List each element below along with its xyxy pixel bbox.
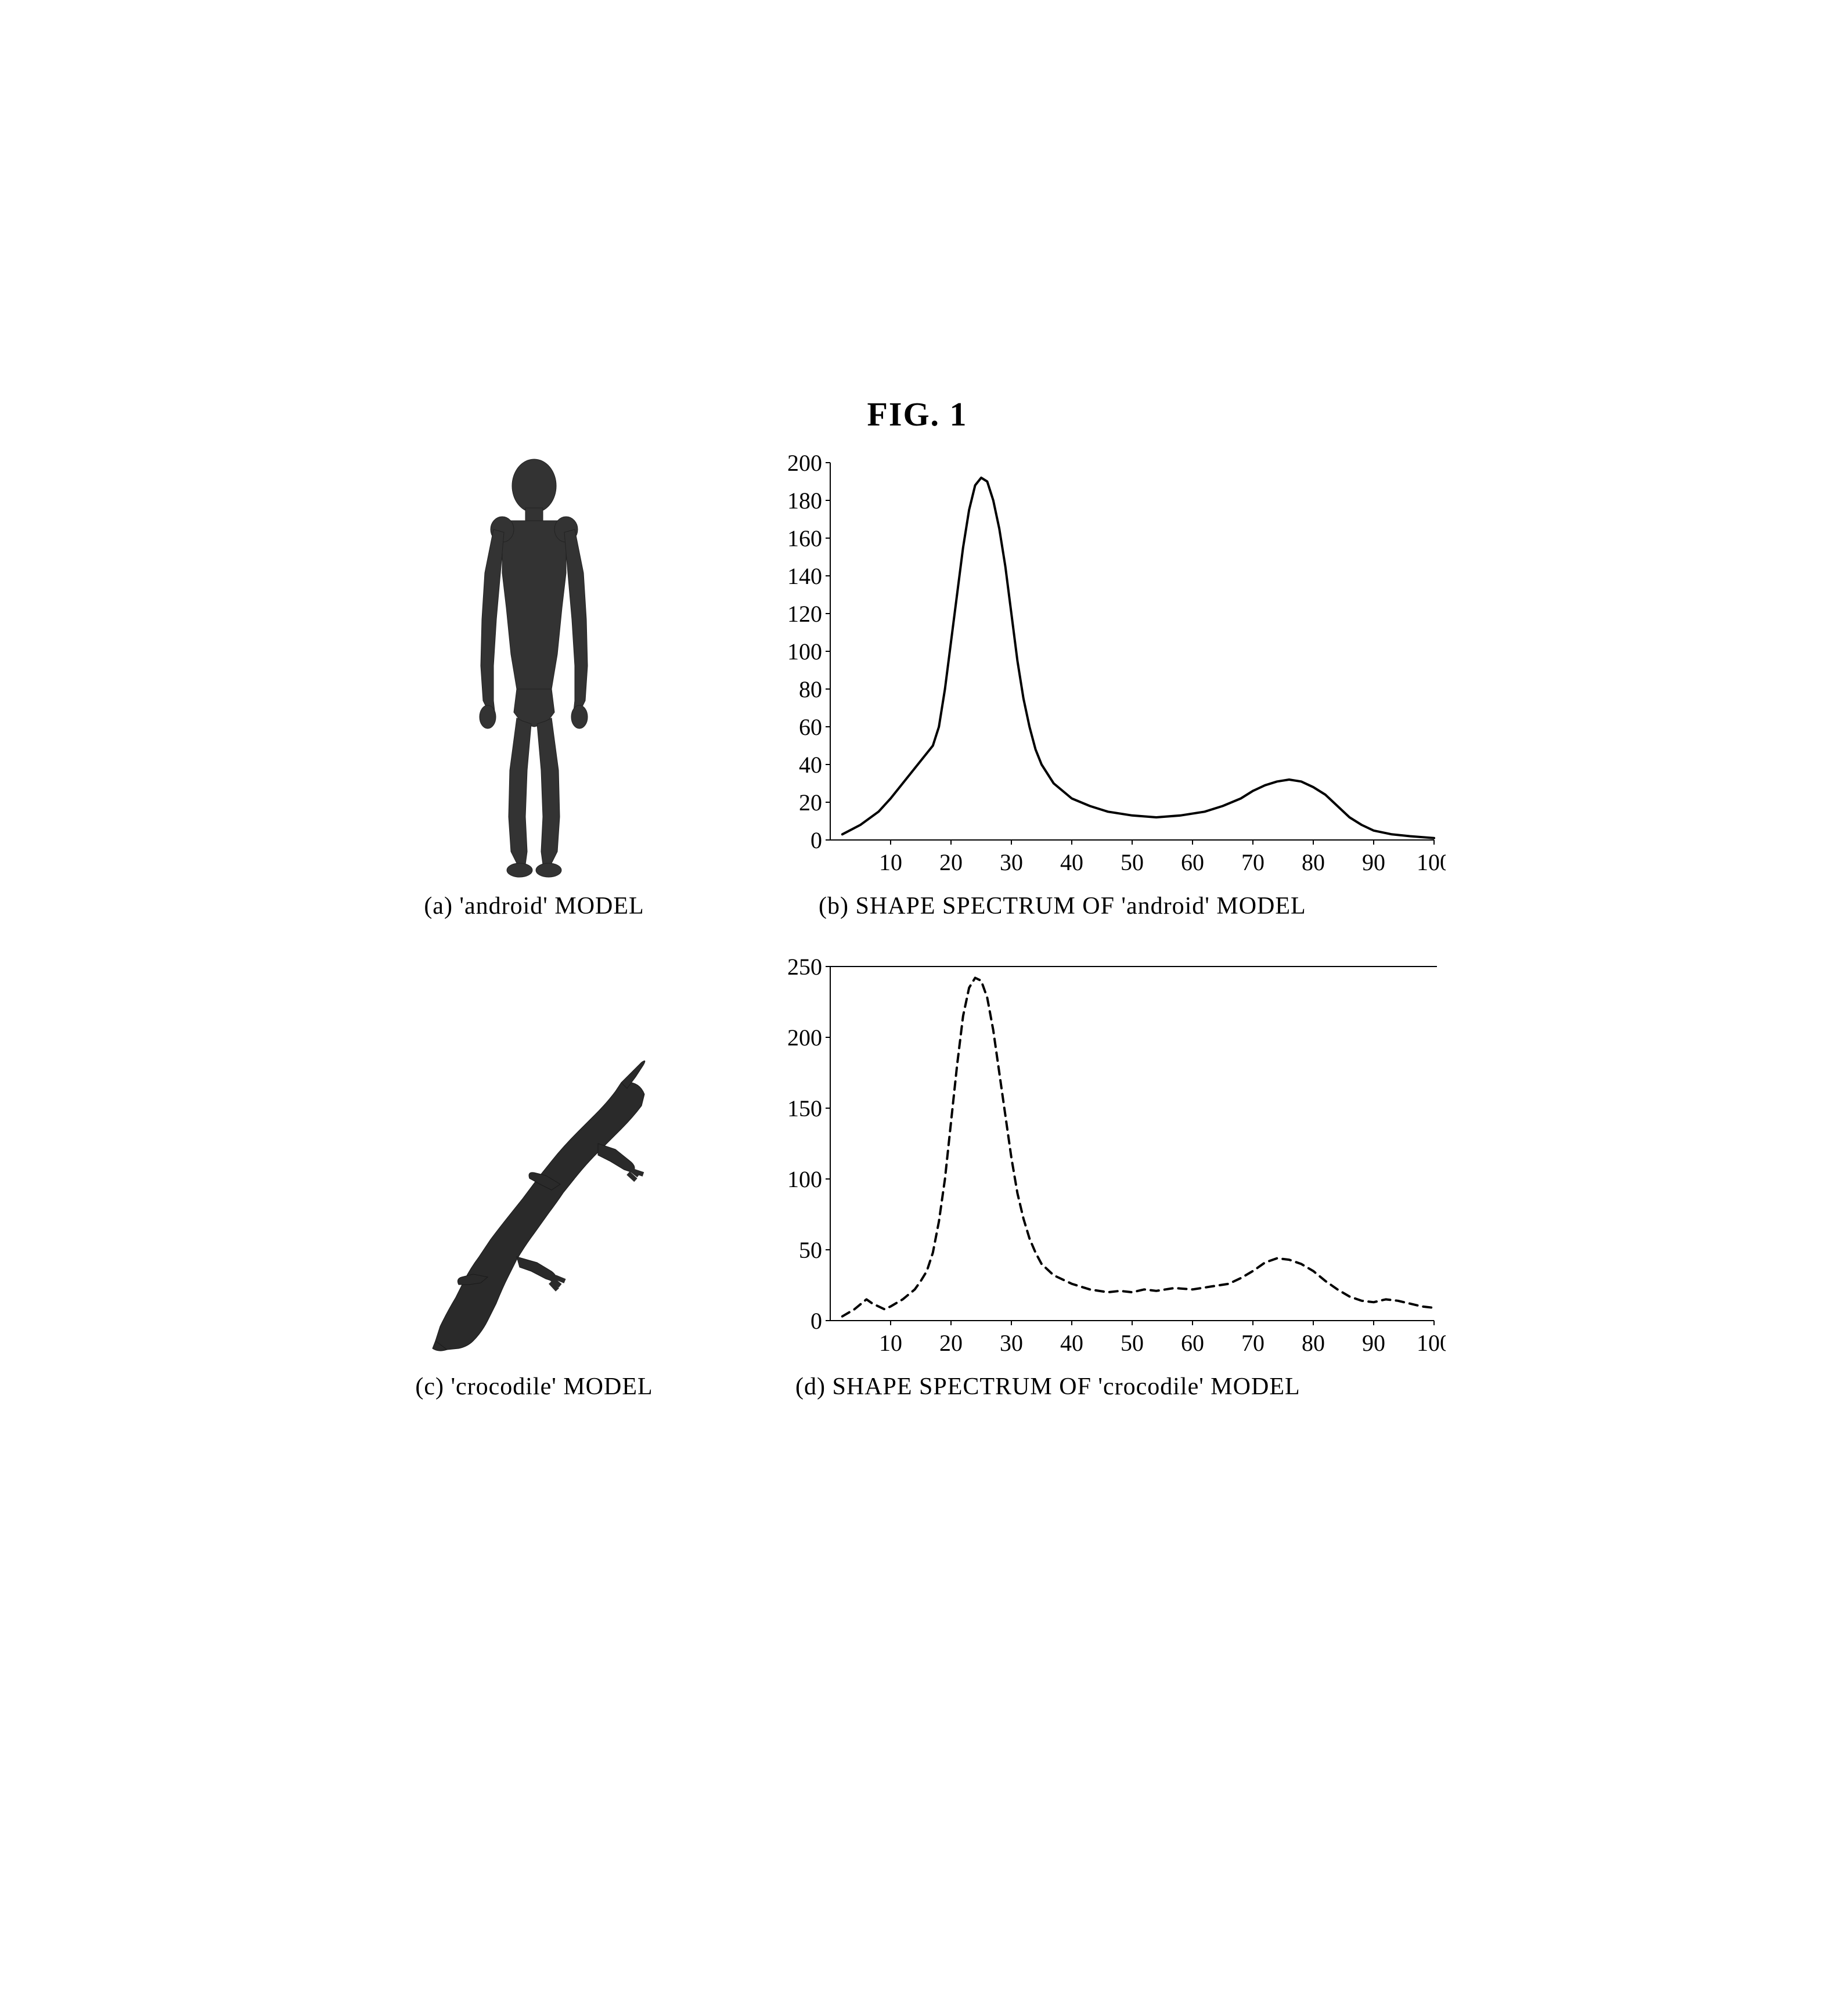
svg-text:10: 10 (879, 849, 902, 875)
svg-text:120: 120 (787, 601, 822, 627)
svg-text:100: 100 (1417, 849, 1446, 875)
caption-d: (d) SHAPE SPECTRUM OF 'crocodile' MODEL (795, 1373, 1301, 1401)
svg-text:20: 20 (799, 789, 822, 816)
svg-text:250: 250 (787, 955, 822, 980)
svg-text:140: 140 (787, 563, 822, 589)
panel-b: 0 20 40 60 80 100 120 140 160 180 200 10 20 30 40 50 60 7… (761, 451, 1527, 920)
svg-text:0: 0 (810, 827, 822, 853)
svg-text:30: 30 (1000, 1330, 1023, 1356)
svg-text:20: 20 (939, 1330, 963, 1356)
svg-text:40: 40 (1060, 1330, 1083, 1356)
svg-text:100: 100 (787, 1166, 822, 1192)
svg-text:20: 20 (939, 849, 963, 875)
android-spectrum-chart: 0 20 40 60 80 100 120 140 160 180 200 10 20 30 40 50 60 7… (761, 451, 1446, 881)
svg-text:40: 40 (1060, 849, 1083, 875)
svg-text:70: 70 (1241, 1330, 1265, 1356)
svg-text:60: 60 (799, 714, 822, 740)
svg-text:70: 70 (1241, 849, 1265, 875)
svg-text:50: 50 (1121, 849, 1144, 875)
svg-text:160: 160 (787, 525, 822, 551)
svg-text:80: 80 (1302, 1330, 1325, 1356)
svg-text:80: 80 (1302, 849, 1325, 875)
svg-text:40: 40 (799, 752, 822, 778)
svg-text:90: 90 (1362, 849, 1385, 875)
svg-text:100: 100 (1417, 1330, 1446, 1356)
svg-text:60: 60 (1181, 849, 1204, 875)
android-model-image (435, 457, 633, 881)
svg-text:50: 50 (799, 1237, 822, 1263)
svg-text:90: 90 (1362, 1330, 1385, 1356)
figure-title: FIG. 1 (308, 395, 1527, 434)
svg-text:80: 80 (799, 676, 822, 702)
crocodile-spectrum-chart: 0 50 100 150 200 250 10 20 30 40 50 60 70 80 90 100 (761, 955, 1446, 1361)
caption-a: (a) 'android' MODEL (424, 892, 644, 920)
svg-text:60: 60 (1181, 1330, 1204, 1356)
row-android: (a) 'android' MODEL 0 20 40 60 80 100 120 140 16… (308, 451, 1527, 920)
caption-c: (c) 'crocodile' MODEL (415, 1373, 653, 1401)
panel-a: (a) 'android' MODEL (308, 457, 761, 920)
caption-b: (b) SHAPE SPECTRUM OF 'android' MODEL (819, 892, 1306, 920)
svg-text:200: 200 (787, 1025, 822, 1051)
figure-container: FIG. 1 (308, 395, 1527, 1436)
svg-text:30: 30 (1000, 849, 1023, 875)
row-crocodile: (c) 'crocodile' MODEL 0 50 100 150 200 250 10 2… (308, 955, 1527, 1401)
svg-text:100: 100 (787, 639, 822, 665)
svg-text:200: 200 (787, 451, 822, 476)
svg-text:10: 10 (879, 1330, 902, 1356)
crocodile-model-image (366, 1048, 703, 1361)
svg-text:180: 180 (787, 488, 822, 514)
panel-d: 0 50 100 150 200 250 10 20 30 40 50 60 70 80 90 100 (d)… (761, 955, 1527, 1401)
svg-text:150: 150 (787, 1095, 822, 1121)
svg-text:0: 0 (810, 1308, 822, 1334)
svg-text:50: 50 (1121, 1330, 1144, 1356)
panel-c: (c) 'crocodile' MODEL (308, 1048, 761, 1401)
